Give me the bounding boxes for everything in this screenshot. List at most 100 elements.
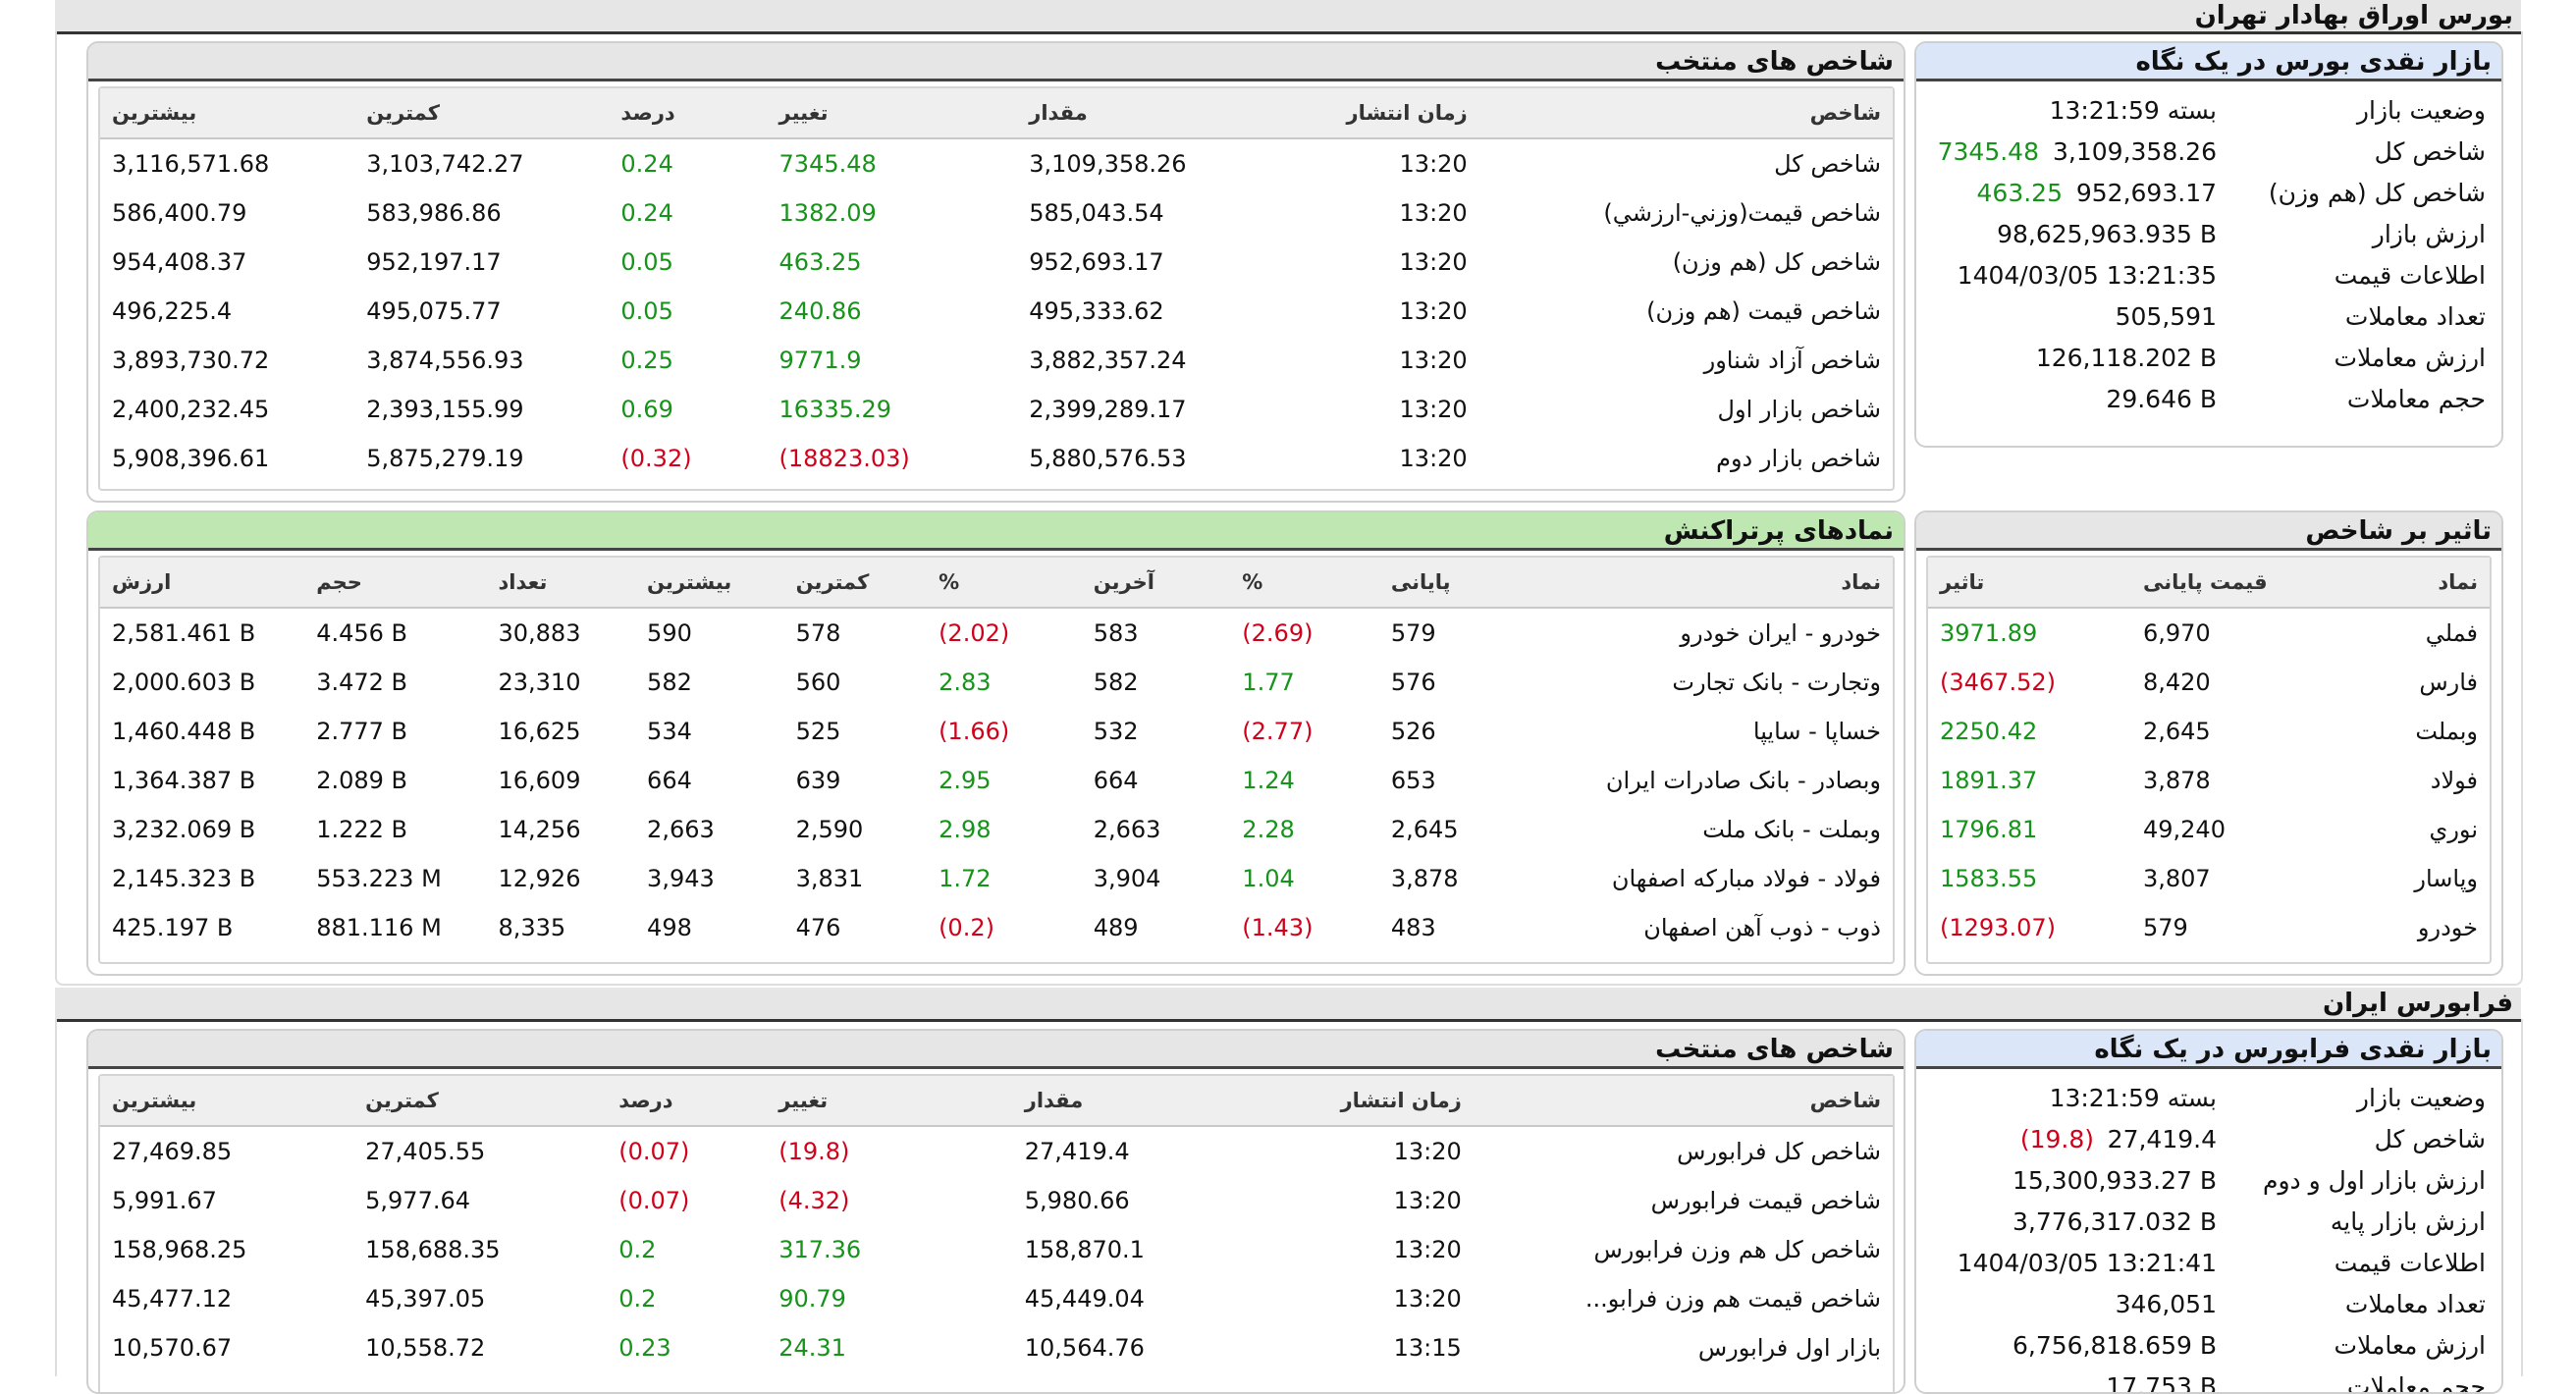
table-row[interactable]: شاخص قیمت(وزني-ارزشي) 13:20 585,043.54 1382… — [100, 188, 1893, 238]
column-header[interactable]: تغییر — [767, 88, 1018, 139]
close-percent-cell: 2.28 — [1242, 816, 1295, 843]
glance-row: اطلاعات قیمت 1404/03/05 13:21:35 — [1916, 255, 2501, 296]
table-row[interactable]: خودرو 579 (1293.07) — [1928, 903, 2490, 952]
column-header[interactable]: ارزش — [100, 558, 305, 609]
close-price-cell: 3,878 — [2142, 767, 2211, 794]
value-cell: 10,564.76 — [1024, 1334, 1145, 1362]
column-header[interactable]: بیشترین — [635, 558, 784, 609]
symbol-cell: نوري — [2429, 816, 2478, 843]
table-row[interactable]: وبصادر - بانک صادرات ایران 653 1.24 664 2.95… — [100, 756, 1893, 805]
value-cell: 495,333.62 — [1029, 297, 1164, 325]
column-header[interactable]: بیشترین — [100, 88, 355, 139]
column-header[interactable]: قیمت پایانی — [2130, 558, 2321, 609]
symbol-cell: وتجارت - بانک تجارت — [1672, 669, 1881, 696]
trade-count-cell: 16,609 — [498, 767, 581, 794]
last-percent-cell: 2.98 — [939, 816, 992, 843]
table-row[interactable]: شاخص کل هم وزن فرابورس 13:20 158,870.1 317.… — [100, 1225, 1893, 1274]
column-header[interactable]: زمان انتشار — [1271, 88, 1479, 139]
glance-row: ارزش بازار اول و دوم 15,300,933.27 B — [1916, 1160, 2501, 1202]
table-row[interactable]: نوري 49,240 1796.81 — [1928, 805, 2490, 854]
glance-value: 1404/03/05 13:21:35 — [1957, 261, 2217, 290]
table-header: شاخص زمان انتشار مقدار تغییر درصد کمترین بیشتر… — [100, 88, 1893, 139]
table-row[interactable]: بازار اول فرابورس 13:15 10,564.76 24.31 0.23… — [100, 1323, 1893, 1372]
close-price-cell: 579 — [1390, 619, 1436, 647]
column-header[interactable]: حجم — [304, 558, 487, 609]
impact-cell: 3971.89 — [1940, 619, 2038, 647]
header-row: نماد قیمت پایانی تاثیر — [1928, 558, 2490, 609]
table-row[interactable]: وبملت - بانک ملت 2,645 2.28 2,663 2.98 2,590 2… — [100, 805, 1893, 854]
change-cell: 240.86 — [778, 297, 862, 325]
column-header[interactable]: نماد — [1503, 558, 1893, 609]
column-header[interactable]: شاخص — [1478, 88, 1893, 139]
column-header[interactable]: مقدار — [1017, 88, 1272, 139]
tse-busiest-panel: نمادهای پرتراکنش نماد پایانی% آخرین% کمترین… — [86, 510, 1905, 976]
column-header[interactable]: تاثیر — [1928, 558, 2131, 609]
last-percent-cell: 2.83 — [939, 669, 992, 696]
ifb-indices-grid: شاخص زمان انتشار مقدار تغییر درصد کمترین بیشتر… — [98, 1074, 1895, 1392]
table-row[interactable]: شاخص بازار دوم 13:20 5,880,576.53 (18823.03… — [100, 434, 1893, 483]
table-row[interactable]: شاخص قیمت هم وزن فرابو... 13:20 45,449.04 9… — [100, 1274, 1893, 1323]
column-header[interactable]: تعداد — [486, 558, 636, 609]
ifb-header: فرابورس ایران — [55, 988, 2521, 1022]
column-header[interactable]: نماد — [2320, 558, 2490, 609]
column-header[interactable]: کمترین — [783, 558, 928, 609]
table-row[interactable]: شاخص آزاد شناور 13:20 3,882,357.24 9771.9 0.… — [100, 336, 1893, 385]
column-header[interactable]: کمترین — [353, 1076, 608, 1127]
table-row[interactable]: خودرو - ایران خودرو 579 (2.69) 583 (2.02) 578… — [100, 608, 1893, 658]
trade-value-cell: 425.197 B — [112, 914, 234, 941]
column-header[interactable]: بیشترین — [100, 1076, 354, 1127]
column-header[interactable]: آخرین — [1081, 558, 1231, 609]
glance-label: ارزش معاملات — [2334, 1331, 2486, 1360]
publish-time-cell: 13:20 — [1399, 199, 1468, 227]
table-row[interactable]: وتجارت - بانک تجارت 576 1.77 582 2.83 560 582 2… — [100, 658, 1893, 707]
publish-time-cell: 13:20 — [1393, 1236, 1462, 1263]
glance-label: ارزش بازار اول و دوم — [2262, 1166, 2486, 1195]
column-header[interactable]: پایانی — [1378, 558, 1504, 609]
table-row[interactable]: فارس 8,420 (3467.52) — [1928, 658, 2490, 707]
glance-label: وضعیت بازار — [2356, 96, 2486, 125]
change-cell: 24.31 — [778, 1334, 846, 1362]
table-row[interactable]: خساپا - سایپا 526 (2.77) 532 (1.66) 525 534 16,… — [100, 707, 1893, 756]
table-row[interactable]: شاخص بازار اول 13:20 2,399,289.17 16335.29 0… — [100, 385, 1893, 434]
table-row[interactable]: فملي 6,970 3971.89 — [1928, 608, 2490, 658]
column-header[interactable]: مقدار — [1012, 1076, 1264, 1127]
index-name-cell: شاخص کل — [1774, 150, 1881, 178]
low-cell: 45,397.05 — [365, 1285, 486, 1313]
column-header[interactable]: تغییر — [767, 1076, 1013, 1127]
table-row[interactable]: شاخص کل 13:20 3,109,358.26 7345.48 0.24 3,103… — [100, 138, 1893, 188]
glance-label: اطلاعات قیمت — [2334, 1249, 2486, 1277]
index-name-cell: شاخص کل هم وزن فرابورس — [1593, 1236, 1881, 1263]
tse-indices-title: شاخص های منتخب — [1655, 47, 1894, 77]
trade-count-cell: 8,335 — [498, 914, 566, 941]
trade-count-cell: 12,926 — [498, 865, 581, 892]
column-header[interactable]: کمترین — [354, 88, 610, 139]
table-row[interactable]: شاخص قیمت فرابورس 13:20 5,980.66 (4.32) (0.0… — [100, 1176, 1893, 1225]
last-price-cell: 583 — [1093, 619, 1139, 647]
tse-indices-table: شاخص زمان انتشار مقدار تغییر درصد کمترین بیشتر… — [100, 88, 1893, 483]
impact-cell: 1583.55 — [1940, 865, 2038, 892]
low-cell: 495,075.77 — [366, 297, 502, 325]
column-header[interactable]: درصد — [609, 88, 768, 139]
column-header[interactable]: زمان انتشار — [1263, 1076, 1474, 1127]
table-row[interactable]: شاخص کل (هم وزن) 13:20 952,693.17 463.25 0.0… — [100, 238, 1893, 287]
glance-label: حجم معاملات — [2346, 1372, 2486, 1394]
change-cell: 317.36 — [778, 1236, 862, 1263]
column-header[interactable]: % — [1230, 558, 1379, 609]
table-row[interactable]: فولاد - فولاد مباركه اصفهان 3,878 1.04 3,90… — [100, 854, 1893, 903]
tse-busiest-table: نماد پایانی% آخرین% کمترین بیشترین تعداد حجم ار… — [100, 558, 1893, 952]
table-row[interactable]: شاخص کل فرابورس 13:20 27,419.4 (19.8) (0.07)… — [100, 1126, 1893, 1176]
table-row[interactable]: وبملت 2,645 2250.42 — [1928, 707, 2490, 756]
tse-indices-grid: شاخص زمان انتشار مقدار تغییر درصد کمترین بیشتر… — [98, 86, 1895, 491]
table-body: فملي 6,970 3971.89 فارس 8,420 (3467.52) وبملت 2… — [1928, 608, 2490, 952]
table-row[interactable]: فولاد 3,878 1891.37 — [1928, 756, 2490, 805]
ifb-indices-panel: شاخص های منتخب شاخص زمان انتشار مقدار تغییر… — [86, 1029, 1905, 1394]
column-header[interactable]: شاخص — [1473, 1076, 1893, 1127]
table-row[interactable]: شاخص قیمت (هم وزن) 13:20 495,333.62 240.86 0… — [100, 287, 1893, 336]
column-header[interactable]: درصد — [607, 1076, 768, 1127]
ifb-title: فرابورس ایران — [2322, 989, 2513, 1018]
column-header[interactable]: % — [927, 558, 1082, 609]
table-row[interactable]: ذوب - ذوب آهن اصفهان 483 (1.43) 489 (0.2) 476… — [100, 903, 1893, 952]
table-row[interactable]: وپاسار 3,807 1583.55 — [1928, 854, 2490, 903]
ifb-glance-title: بازار نقدی فرابورس در یک نگاه — [2094, 1035, 2492, 1064]
index-name-cell: شاخص بازار دوم — [1716, 445, 1881, 472]
